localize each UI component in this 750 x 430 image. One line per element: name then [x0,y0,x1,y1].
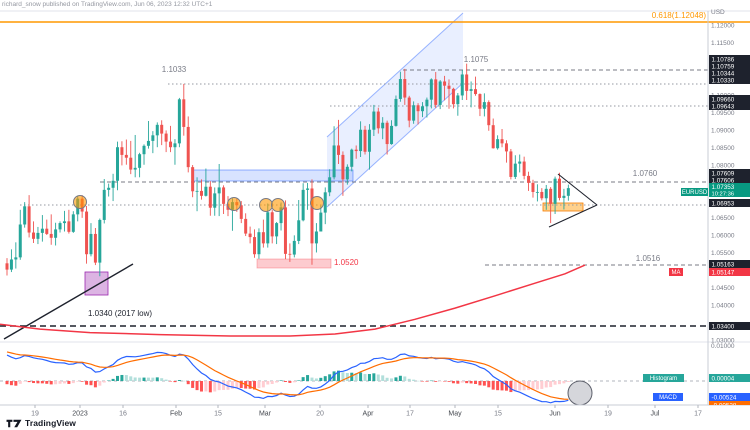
svg-text:Histogram: Histogram [650,376,677,382]
level-lines [0,21,750,382]
svg-text:1.03000: 1.03000 [711,337,735,344]
svg-text:Mar: Mar [259,411,272,418]
svg-text:0.01000: 0.01000 [711,343,735,350]
candlesticks [5,63,570,277]
svg-text:15: 15 [494,411,502,418]
svg-text:15: 15 [214,411,222,418]
tradingview-logo-icon[interactable] [6,419,22,428]
svg-text:0.00004: 0.00004 [712,375,735,382]
svg-text:1.07606: 1.07606 [712,177,735,184]
ma-line [0,264,586,337]
support-zone-1052 [256,258,332,269]
svg-text:1.08500: 1.08500 [711,145,735,152]
attribution-text: richard_snow published on TradingView.co… [2,1,213,8]
svg-text:1.0520: 1.0520 [334,258,359,267]
macd-signal-line [6,351,569,400]
level-labels: 1.1033 1.1075 1.0760 1.0516 1.0520 1.0340 (20… [88,11,706,318]
demand-zone-jun [542,202,584,212]
svg-text:1.07609: 1.07609 [712,170,735,177]
svg-text:MA: MA [672,270,681,276]
svg-text:0.618(1.12048): 0.618(1.12048) [652,11,707,20]
svg-text:MACD: MACD [659,395,677,401]
svg-text:1.0340 (2017 low): 1.0340 (2017 low) [88,309,152,318]
svg-text:1.0760: 1.0760 [633,169,658,178]
svg-text:1.06953: 1.06953 [712,200,735,207]
macd-histogram [5,370,570,393]
svg-text:1.0516: 1.0516 [636,254,661,263]
svg-text:1.03400: 1.03400 [712,323,735,330]
svg-text:16: 16 [119,411,127,418]
svg-text:1.10344: 1.10344 [712,70,735,77]
svg-text:1.09500: 1.09500 [711,110,735,117]
svg-text:20: 20 [316,411,324,418]
svg-text:1.1075: 1.1075 [464,55,489,64]
panel-borders [0,10,750,406]
support-touch-markers [73,195,324,212]
svg-text:USD: USD [711,9,725,16]
time-axis[interactable]: 19 2023 16 Feb 15 Mar 20 Apr 17 May 15 Jun 19 Jul 17 [31,405,702,418]
svg-text:1.07353: 1.07353 [712,184,735,191]
svg-text:1.08000: 1.08000 [711,163,735,170]
ascending-trendline [3,263,134,340]
svg-text:19: 19 [31,411,39,418]
svg-text:1.09000: 1.09000 [711,128,735,135]
pennant-triangle [548,173,598,228]
price-axis[interactable]: USD1.120001.115001.100001.095001.090001.… [711,9,735,350]
svg-text:May: May [448,411,462,418]
svg-text:1.05500: 1.05500 [711,250,735,257]
svg-text:17: 17 [694,411,702,418]
svg-text:19: 19 [604,411,612,418]
svg-text:1.05147: 1.05147 [712,269,735,276]
svg-text:1.09660: 1.09660 [712,96,735,103]
svg-text:17: 17 [406,411,414,418]
tradingview-logo-text[interactable]: TradingView [25,418,77,428]
svg-text:-0.00528: -0.00528 [712,402,737,409]
macd-cross-circle [567,380,593,406]
svg-text:1.04000: 1.04000 [711,302,735,309]
svg-text:1.06000: 1.06000 [711,233,735,240]
floating-badges: EURUSD MA Histogram MACD [643,188,708,401]
svg-text:Jul: Jul [651,411,660,418]
svg-text:2023: 2023 [72,411,88,418]
svg-text:1.12000: 1.12000 [711,23,735,30]
svg-text:1.09643: 1.09643 [712,103,735,110]
svg-text:1.10330: 1.10330 [712,77,735,84]
svg-text:1.06500: 1.06500 [711,215,735,222]
tradingview-footer: TradingView [6,418,76,428]
svg-text:10:27:36: 10:27:36 [712,192,735,198]
svg-text:-0.00524: -0.00524 [712,394,737,401]
macd-line [6,351,569,404]
svg-text:EURUSD: EURUSD [682,190,708,196]
svg-text:1.1033: 1.1033 [162,65,187,74]
svg-text:1.05163: 1.05163 [712,261,735,268]
svg-text:1.11500: 1.11500 [711,40,734,47]
svg-text:1.10786: 1.10786 [712,56,735,63]
svg-text:Feb: Feb [170,411,182,418]
svg-text:1.10759: 1.10759 [712,63,735,70]
svg-text:1.04500: 1.04500 [711,285,735,292]
svg-text:Apr: Apr [363,411,375,418]
january-low-zone [84,271,109,296]
svg-text:Jun: Jun [549,411,560,418]
